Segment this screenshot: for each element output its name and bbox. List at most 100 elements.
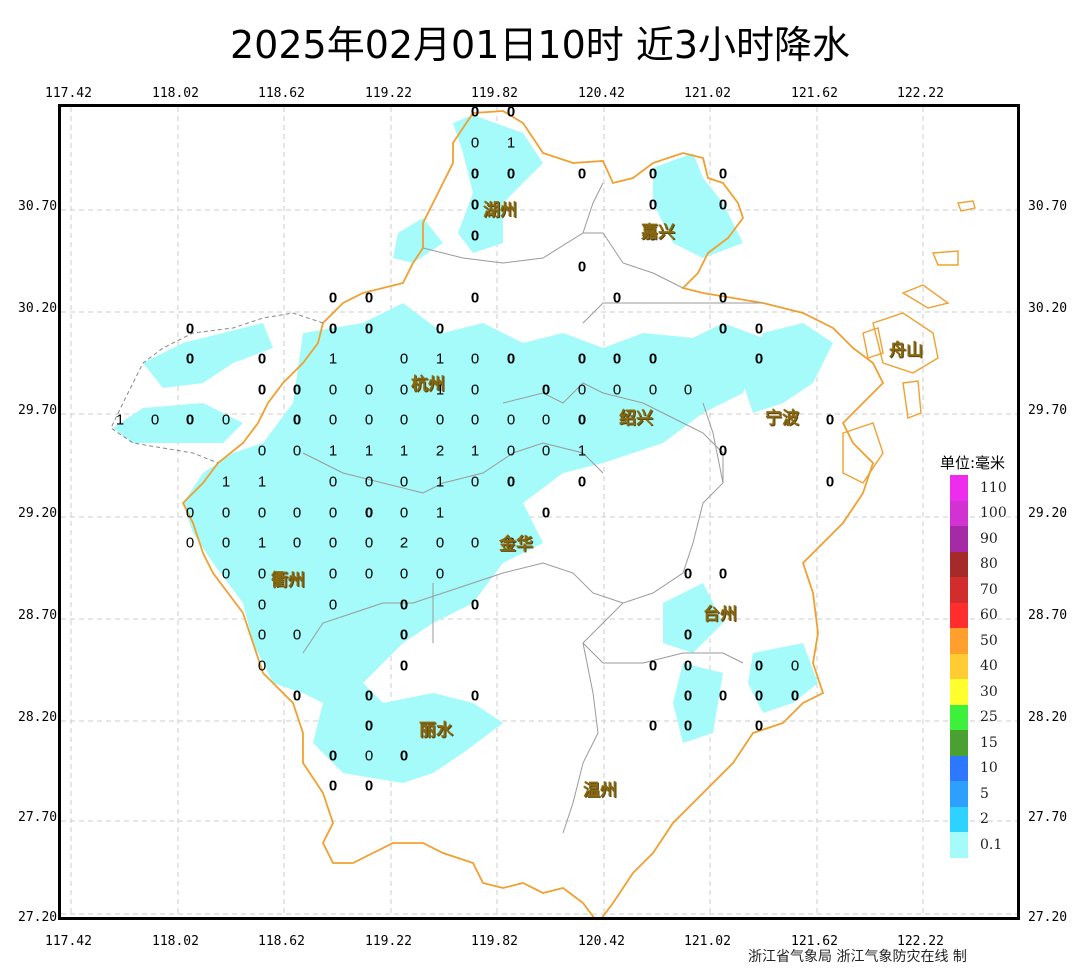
- legend-item: 2: [938, 806, 1028, 832]
- x-tick-label: 121.62: [791, 934, 838, 949]
- legend-title: 单位:毫米: [940, 454, 1006, 472]
- station-value: 0: [470, 381, 480, 399]
- legend-swatch: [950, 653, 968, 679]
- station-value: 0: [328, 504, 338, 522]
- station-value: 0: [328, 320, 338, 338]
- station-value: 0: [648, 196, 658, 214]
- legend-swatch: [950, 577, 968, 603]
- islands: [842, 200, 976, 484]
- station-value: 0: [399, 504, 409, 522]
- legend-swatch: [950, 475, 968, 501]
- station-value: 0: [185, 350, 195, 368]
- station-value: 0: [683, 381, 693, 399]
- legend-label: 50: [980, 632, 998, 649]
- station-value: 0: [470, 165, 480, 183]
- legend-swatch: [950, 730, 968, 756]
- station-value: 0: [364, 717, 374, 735]
- station-value: 0: [328, 289, 338, 307]
- station-value: 0: [577, 473, 587, 491]
- station-value: 0: [506, 411, 516, 429]
- station-value: 0: [470, 411, 480, 429]
- station-value: 0: [470, 104, 480, 121]
- station-value: 1: [328, 442, 338, 460]
- station-value: 0: [399, 596, 409, 614]
- station-value: 0: [364, 565, 374, 583]
- station-value: 2: [435, 442, 445, 460]
- city-label: 衢州: [271, 570, 305, 591]
- station-value: 0: [648, 381, 658, 399]
- station-value: 0: [292, 626, 302, 644]
- station-value: 1: [257, 534, 267, 552]
- station-value: 0: [683, 657, 693, 675]
- x-tick-label: 118.62: [258, 934, 305, 949]
- station-value: 0: [399, 657, 409, 675]
- station-value: 0: [328, 381, 338, 399]
- city-label: 绍兴: [619, 408, 653, 429]
- station-value: 0: [364, 747, 374, 765]
- x-tick-label: 119.82: [471, 934, 518, 949]
- legend-item: 10: [938, 755, 1028, 781]
- station-value: 0: [506, 473, 516, 491]
- legend-item: 30: [938, 679, 1028, 705]
- station-value: 1: [435, 504, 445, 522]
- x-tick-label: 117.42: [45, 86, 92, 101]
- station-value: 1: [435, 473, 445, 491]
- legend-swatch: [950, 602, 968, 628]
- legend-label: 15: [980, 734, 998, 751]
- station-value: 0: [470, 534, 480, 552]
- station-value: 0: [790, 687, 800, 705]
- y-tick-label: 28.20: [18, 710, 58, 725]
- station-value: 0: [292, 411, 302, 429]
- station-value: 1: [435, 381, 445, 399]
- legend-item: 40: [938, 653, 1028, 679]
- legend-label: 70: [980, 581, 998, 598]
- station-value: 0: [292, 687, 302, 705]
- legend-label: 40: [980, 658, 998, 675]
- legend-label: 100: [980, 505, 1007, 522]
- station-value: 0: [221, 504, 231, 522]
- station-value: 0: [577, 258, 587, 276]
- station-value: 0: [328, 747, 338, 765]
- station-value: 0: [470, 473, 480, 491]
- y-tick-label: 28.70: [18, 608, 58, 623]
- station-value: 0: [506, 442, 516, 460]
- legend-item: 0.1: [938, 832, 1028, 858]
- station-value: 0: [257, 504, 267, 522]
- station-value: 0: [470, 227, 480, 245]
- station-value: 0: [683, 687, 693, 705]
- station-value: 0: [257, 596, 267, 614]
- legend-item: 15: [938, 730, 1028, 756]
- city-label: 台州: [703, 604, 737, 625]
- legend-item: 50: [938, 628, 1028, 654]
- station-value: 0: [470, 289, 480, 307]
- station-value: 0: [292, 504, 302, 522]
- station-value: 0: [577, 165, 587, 183]
- station-value: 1: [221, 473, 231, 491]
- x-tick-label: 117.42: [45, 934, 92, 949]
- x-tick-label: 119.22: [365, 86, 412, 101]
- station-value: 0: [364, 411, 374, 429]
- station-value: 0: [577, 381, 587, 399]
- precip-shading: [113, 115, 833, 783]
- station-value: 0: [506, 165, 516, 183]
- y-tick-label: 27.20: [1028, 910, 1068, 925]
- station-value: 0: [399, 350, 409, 368]
- station-value: 0: [648, 717, 658, 735]
- legend-label: 2: [980, 811, 989, 828]
- city-label: 舟山: [889, 340, 923, 361]
- station-value: 0: [328, 596, 338, 614]
- legend-label: 5: [980, 785, 989, 802]
- legend-label: 80: [980, 556, 998, 573]
- station-value: 2: [399, 534, 409, 552]
- station-value: 0: [648, 165, 658, 183]
- y-tick-label: 29.70: [1028, 403, 1068, 418]
- legend-label: 0.1: [980, 836, 1003, 853]
- legend-swatch: [950, 526, 968, 552]
- station-value: 0: [612, 289, 622, 307]
- x-tick-label: 120.42: [578, 86, 625, 101]
- x-tick-label: 121.02: [684, 934, 731, 949]
- y-tick-label: 30.70: [1028, 199, 1068, 214]
- station-value: 0: [257, 442, 267, 460]
- x-tick-label: 118.02: [152, 86, 199, 101]
